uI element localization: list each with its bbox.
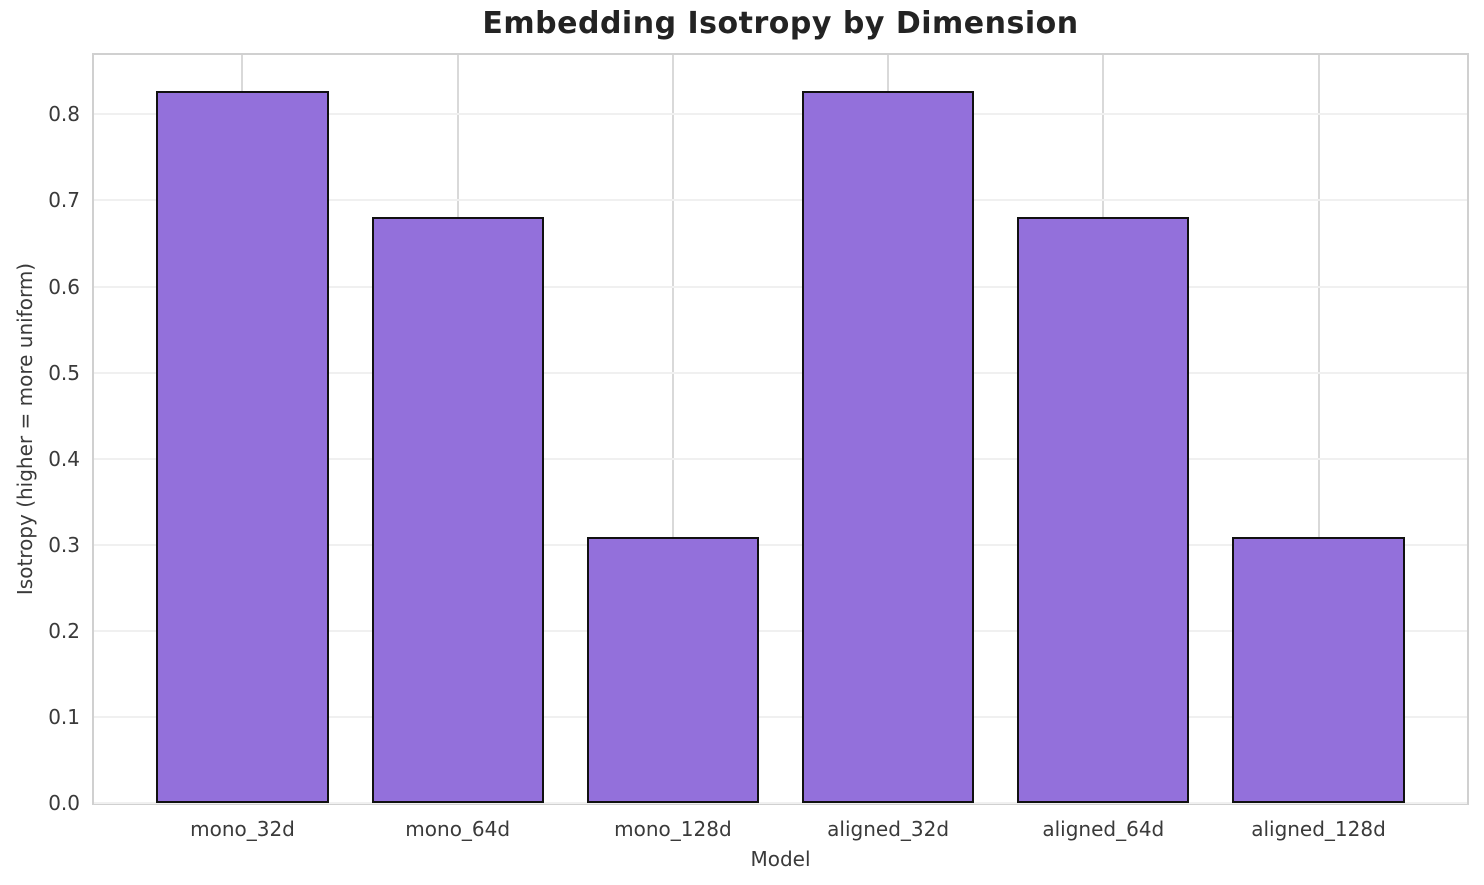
bar-mono_128d [586,537,759,803]
bar-mono_32d [156,91,329,803]
bar-aligned_32d [802,91,975,803]
gridline-vertical [1317,55,1320,803]
x-tick-label: mono_128d [614,817,732,841]
y-tick-label: 0.5 [48,360,80,385]
y-tick-label: 0.8 [48,102,80,127]
bar-aligned_128d [1232,537,1405,803]
y-tick-label: 0.2 [48,618,80,643]
y-tick-label: 0.1 [48,704,80,729]
x-tick-label: mono_64d [405,817,511,841]
x-tick-label: aligned_32d [827,817,950,841]
y-tick-label: 0.6 [48,274,80,299]
gridline-horizontal [94,371,1467,374]
x-tick-label: aligned_128d [1251,817,1386,841]
y-tick-label: 0.4 [48,446,80,471]
x-tick-label: mono_32d [190,817,295,841]
gridline-horizontal [94,199,1467,202]
chart-title: Embedding Isotropy by Dimension [482,6,1079,41]
gridline-horizontal [94,113,1467,116]
bar-mono_64d [371,216,544,803]
gridline-horizontal [94,715,1467,718]
gridline-horizontal [94,543,1467,546]
gridline-horizontal [94,457,1467,460]
gridline-horizontal [94,802,1467,804]
plot-area [92,53,1469,805]
x-axis-label: Model [750,847,811,871]
x-tick-label: aligned_64d [1042,817,1165,841]
gridline-horizontal [94,629,1467,632]
gridline-horizontal [94,285,1467,288]
gridline-vertical [671,55,674,803]
y-tick-label: 0.7 [48,188,80,213]
y-tick-label: 0.0 [48,791,80,815]
bar-aligned_64d [1017,216,1190,803]
y-tick-label: 0.3 [48,532,80,557]
